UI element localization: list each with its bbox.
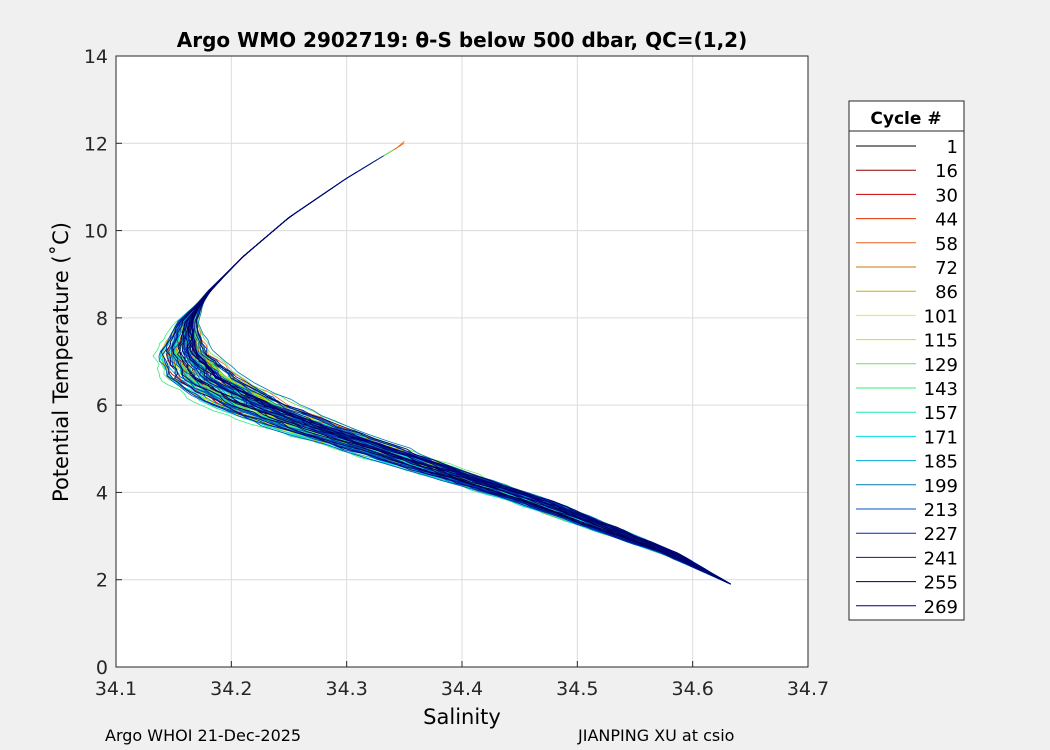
x-tick-label: 34.6 xyxy=(672,678,714,700)
y-tick-label: 8 xyxy=(96,308,108,330)
x-tick-label: 34.7 xyxy=(787,678,829,700)
profile-curve xyxy=(165,263,731,585)
legend-label: 58 xyxy=(935,234,958,255)
legend-label: 72 xyxy=(935,258,958,279)
chart-title: Argo WMO 2902719: θ-S below 500 dbar, QC… xyxy=(177,28,747,52)
legend-label: 199 xyxy=(924,476,958,497)
legend-label: 44 xyxy=(935,210,958,231)
legend-label: 1 xyxy=(947,137,958,158)
x-tick-label: 34.5 xyxy=(556,678,598,700)
legend-label: 241 xyxy=(924,548,958,569)
y-tick-label: 10 xyxy=(84,221,108,243)
y-tick-label: 12 xyxy=(84,133,108,155)
legend-label: 16 xyxy=(935,161,958,182)
y-axis-ticks: 0 2 4 6 8 10 12 14 xyxy=(84,46,122,679)
legend-label: 101 xyxy=(924,306,958,327)
footer-right: JIANPING XU at csio xyxy=(578,726,735,745)
y-axis-label: Potential Temperature (˚C) xyxy=(49,222,73,502)
legend-label: 129 xyxy=(924,355,958,376)
y-tick-label: 2 xyxy=(96,570,108,592)
x-axis-label: Salinity xyxy=(423,705,501,729)
legend-label: 213 xyxy=(924,500,958,521)
legend-label: 255 xyxy=(924,573,958,594)
legend-label: 157 xyxy=(924,403,958,424)
legend-title: Cycle # xyxy=(870,109,941,129)
x-tick-label: 34.1 xyxy=(95,678,137,700)
legend-label: 115 xyxy=(924,331,958,352)
y-tick-label: 0 xyxy=(96,657,108,679)
legend-label: 171 xyxy=(924,427,958,448)
x-axis-ticks: 34.1 34.2 34.3 34.4 34.5 34.6 34.7 xyxy=(95,661,829,700)
legend-label: 143 xyxy=(924,379,958,400)
profile-curves xyxy=(152,141,731,585)
legend-label: 227 xyxy=(924,524,958,545)
legend-entries: 1 16 30 44 58 72 86 101 115 129 143 157 171 185 199 213… xyxy=(856,137,958,618)
y-tick-label: 14 xyxy=(84,46,108,68)
footer-left: Argo WHOI 21-Dec-2025 xyxy=(105,726,302,745)
profile-curve xyxy=(190,171,731,585)
legend-label: 185 xyxy=(924,452,958,473)
legend-label: 86 xyxy=(935,282,958,303)
profile-curve xyxy=(182,257,731,585)
y-tick-label: 4 xyxy=(96,482,108,504)
x-tick-label: 34.4 xyxy=(441,678,483,700)
legend: Cycle # 11630445872861011151291431571711… xyxy=(848,100,965,621)
legend-label: 269 xyxy=(924,597,958,618)
x-tick-label: 34.2 xyxy=(210,678,252,700)
legend-label: 30 xyxy=(935,185,958,206)
profile-curve xyxy=(188,272,731,585)
y-tick-label: 6 xyxy=(96,395,108,417)
x-tick-label: 34.3 xyxy=(326,678,368,700)
